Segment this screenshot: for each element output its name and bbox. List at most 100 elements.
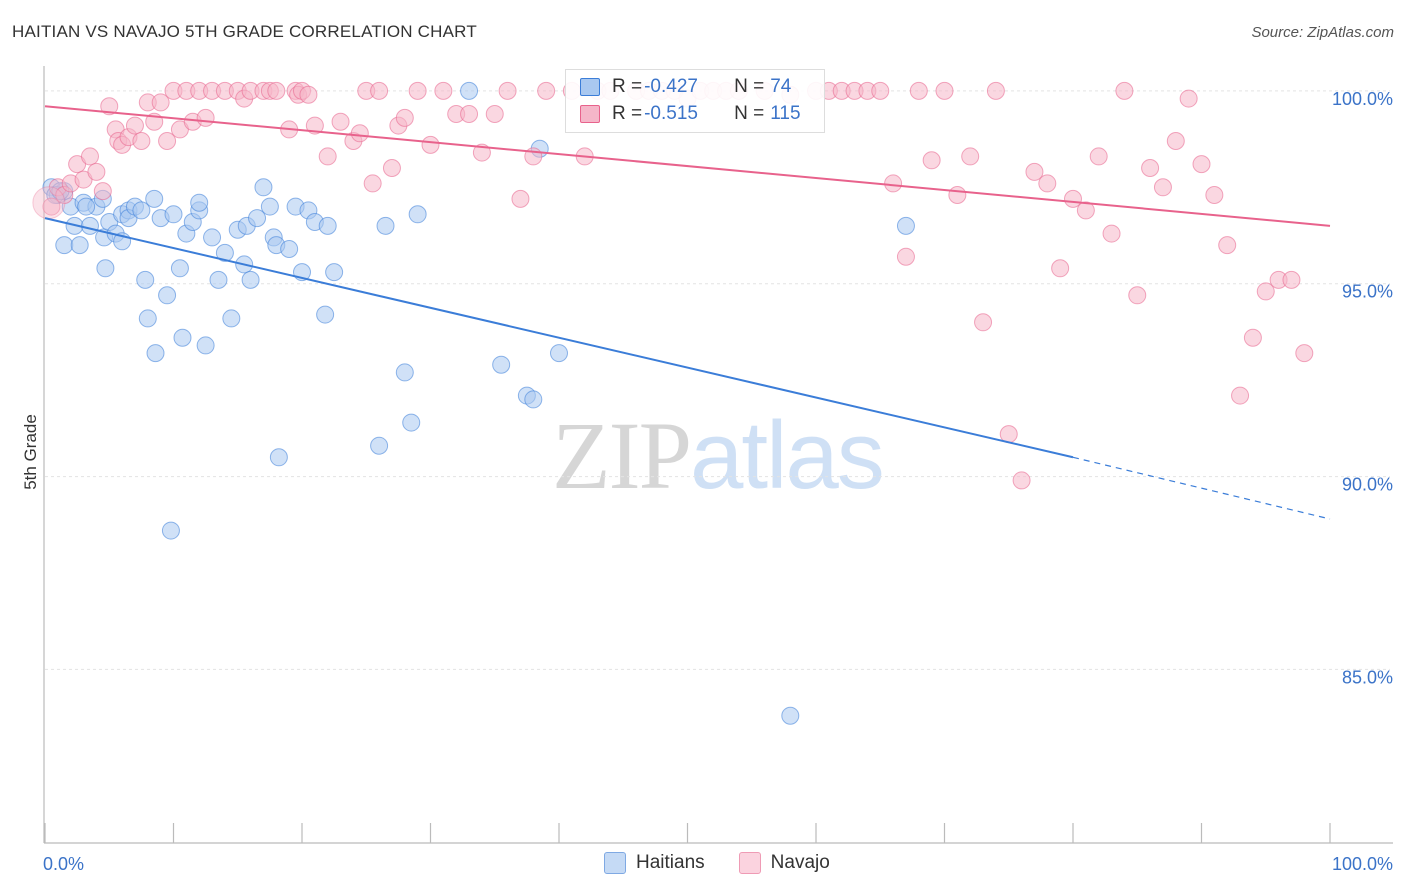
navajo-point xyxy=(1218,236,1237,255)
y-tick-label: 90.0% xyxy=(1342,475,1393,495)
chart-source: Source: ZipAtlas.com xyxy=(1251,24,1394,41)
legend-swatch-haitians xyxy=(580,78,600,96)
haitians-point xyxy=(402,413,421,432)
navajo-point xyxy=(100,97,119,116)
navajo-point xyxy=(511,189,530,208)
navajo-point xyxy=(434,81,453,100)
trend-layer xyxy=(44,105,1331,520)
navajo-point xyxy=(974,313,993,332)
legend-r-label: R = xyxy=(612,76,643,97)
haitians-trend-extension xyxy=(1072,456,1331,520)
watermark: ZIPatlas xyxy=(552,400,885,511)
haitians-point xyxy=(222,309,241,328)
y-tick-label: 85.0% xyxy=(1342,667,1393,687)
navajo-point xyxy=(87,162,106,181)
navajo-point xyxy=(1166,132,1185,150)
navajo-point xyxy=(948,186,967,204)
legend-n-label: N = xyxy=(734,103,765,124)
legend-row-haitians: R = -0.427 N = 74 xyxy=(580,75,791,99)
navajo-point xyxy=(42,197,61,216)
haitians-point xyxy=(70,236,89,255)
haitians-point xyxy=(781,706,800,725)
navajo-point xyxy=(537,81,556,100)
haitians-point xyxy=(158,286,177,305)
navajo-point xyxy=(267,81,286,100)
navajo-point xyxy=(961,147,980,166)
haitians-point xyxy=(254,178,273,197)
haitians-point xyxy=(190,193,209,212)
haitians-point xyxy=(492,355,511,374)
navajo-point xyxy=(1102,224,1121,243)
watermark-atlas: atlas xyxy=(690,402,885,509)
haitians-point xyxy=(145,189,164,208)
navajo-point xyxy=(1115,81,1134,100)
navajo-point xyxy=(299,85,318,104)
navajo-point xyxy=(1295,344,1314,363)
haitians-point xyxy=(376,216,395,235)
navajo-point xyxy=(871,81,890,100)
haitians-point xyxy=(896,216,915,235)
haitians-point xyxy=(203,228,222,247)
navajo-point xyxy=(1076,201,1095,220)
navajo-point xyxy=(1051,259,1070,278)
legend-label-navajo: Navajo xyxy=(770,852,830,873)
navajo-point xyxy=(896,247,915,266)
legend-row-navajo: R = -0.515 N = 115 xyxy=(580,102,801,126)
navajo-point xyxy=(1038,174,1057,193)
navajo-point xyxy=(935,81,954,100)
legend-swatch-navajo xyxy=(738,852,761,874)
haitians-point xyxy=(408,205,427,224)
haitians-point xyxy=(325,263,344,282)
series-legend: Haitians Navajo xyxy=(604,852,830,874)
navajo-point xyxy=(460,105,479,123)
haitians-point xyxy=(241,270,260,289)
haitians-point xyxy=(209,270,228,289)
navajo-point xyxy=(363,174,382,193)
legend-n-label: N = xyxy=(734,76,765,97)
haitians-point xyxy=(460,81,479,100)
navajo-point xyxy=(1128,286,1147,305)
haitians-point xyxy=(269,448,288,467)
navajo-point xyxy=(1192,155,1211,174)
haitians-point xyxy=(370,436,389,455)
navajo-point xyxy=(1243,328,1262,347)
navajo-trend-line xyxy=(44,105,1331,227)
haitians-point xyxy=(280,240,299,258)
navajo-point xyxy=(1012,471,1031,490)
grid-layer xyxy=(45,90,1390,670)
navajo-point xyxy=(485,105,504,123)
haitians-point xyxy=(170,259,189,278)
navajo-point xyxy=(331,112,350,131)
haitians-point xyxy=(80,216,99,235)
navajo-point xyxy=(80,147,99,166)
points-layer xyxy=(32,81,1314,725)
navajo-point xyxy=(408,81,427,100)
haitians-point xyxy=(138,309,157,328)
haitians-trend-line xyxy=(44,217,1074,459)
legend-r-label: R = xyxy=(612,103,643,124)
navajo-point xyxy=(382,159,401,177)
haitians-point xyxy=(248,209,267,228)
haitians-point xyxy=(316,305,335,324)
haitians-point xyxy=(77,197,96,216)
haitians-point xyxy=(524,390,543,409)
watermark-zip: ZIP xyxy=(552,402,692,509)
navajo-point xyxy=(151,93,170,112)
legend-r-value: -0.427 xyxy=(644,76,698,97)
y-axis-label: 5th Grade xyxy=(21,414,40,490)
haitians-point xyxy=(55,236,74,255)
haitians-point xyxy=(164,205,183,224)
navajo-point xyxy=(93,182,112,201)
navajo-point xyxy=(922,151,941,170)
legend-label-haitians: Haitians xyxy=(636,852,705,873)
y-tick-label: 95.0% xyxy=(1342,282,1393,302)
navajo-point xyxy=(196,108,215,127)
navajo-point xyxy=(370,81,389,100)
haitians-point xyxy=(550,344,568,363)
haitians-point xyxy=(395,363,414,382)
x-tick-label: 100.0% xyxy=(1332,854,1393,874)
navajo-point xyxy=(1231,386,1250,405)
navajo-point xyxy=(32,186,66,220)
navajo-point xyxy=(1025,162,1044,181)
